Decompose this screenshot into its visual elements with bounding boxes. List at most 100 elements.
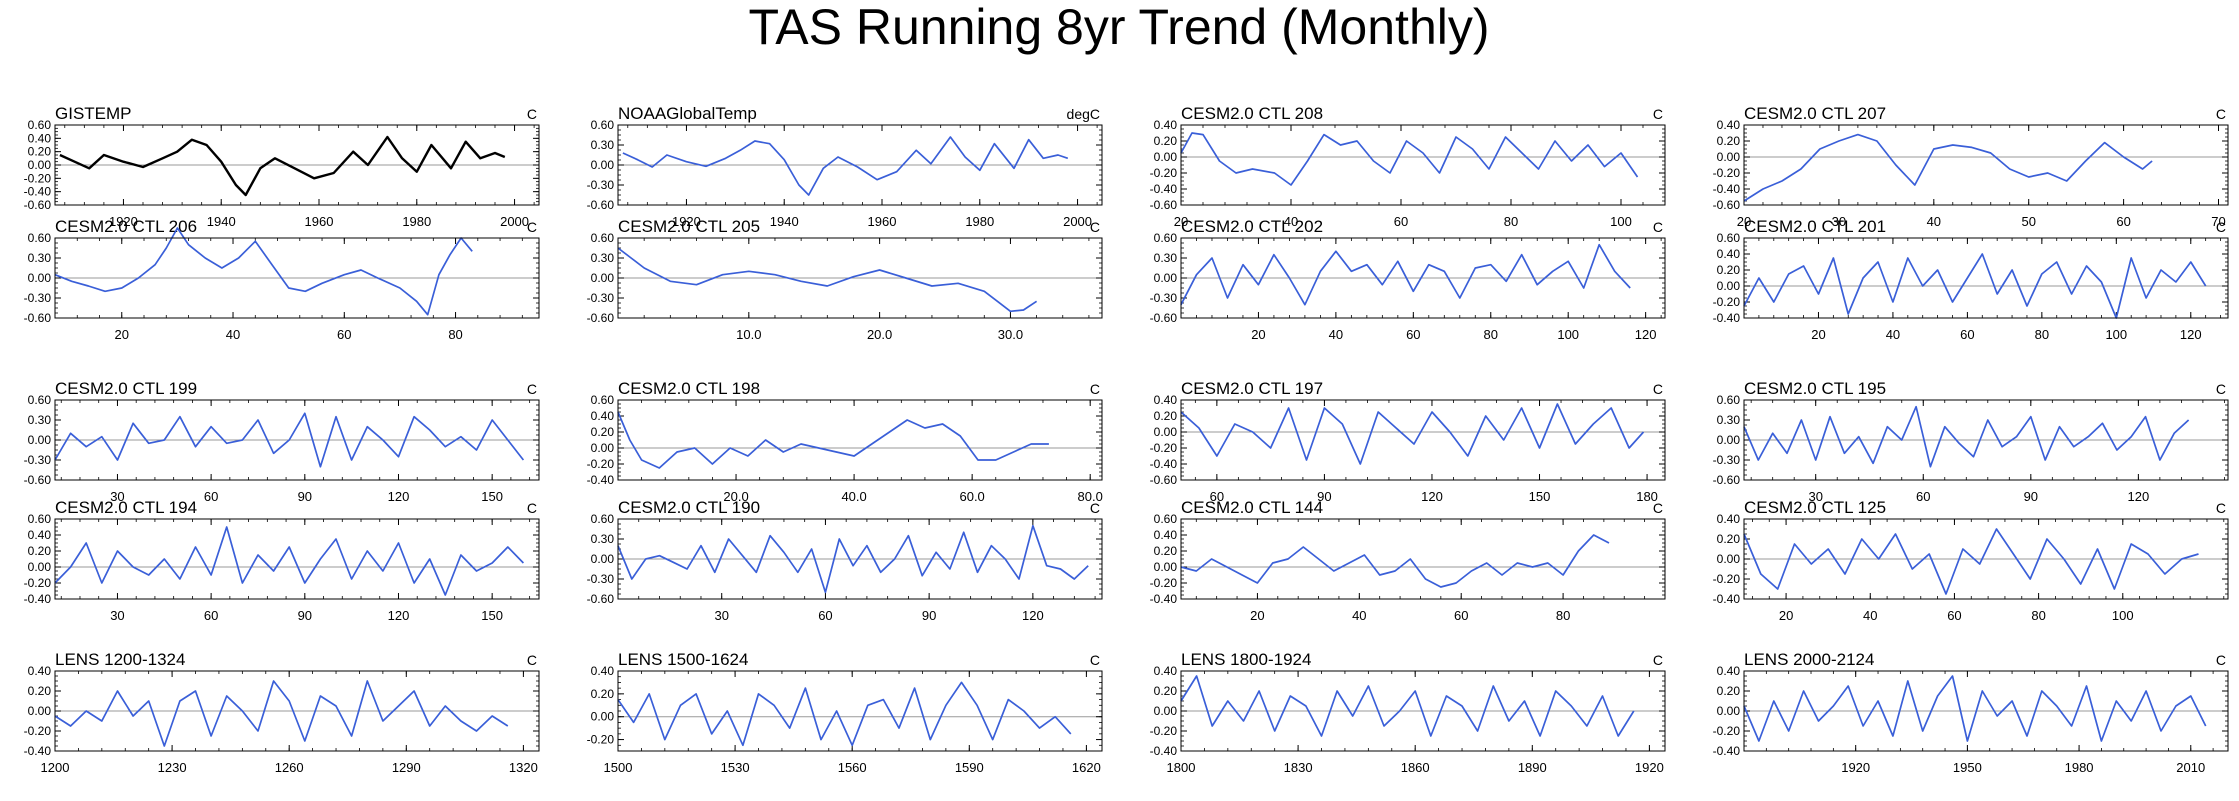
x-tick-label: 40 <box>1284 214 1298 229</box>
y-tick-label: 0.60 <box>591 118 615 132</box>
panel: CESM2.0 CTL 198 C 0.60 0.40 0.20 0.00 -0.20 -0.… <box>587 379 1103 504</box>
y-tick-label: 0.00 <box>1154 704 1178 718</box>
y-tick-label: -0.60 <box>1150 198 1178 212</box>
x-tick-label: 1530 <box>721 760 750 775</box>
series-line <box>1180 132 1639 186</box>
y-tick-label: 0.00 <box>1717 552 1741 566</box>
panel-title: CESM2.0 CTL 144 <box>1181 498 1323 517</box>
plot-frame <box>1743 399 2229 481</box>
y-tick-label: 0.30 <box>1717 413 1741 427</box>
panel-units: C <box>2216 219 2226 235</box>
x-tick-label: 40.0 <box>841 489 866 504</box>
x-tick-label: 1980 <box>2065 760 2094 775</box>
y-tick-label: 0.40 <box>28 131 52 145</box>
y-tick-label: 0.20 <box>1154 409 1178 423</box>
y-tick-label: 0.00 <box>28 433 52 447</box>
x-tick-label: 1920 <box>1841 760 1870 775</box>
x-tick-label: 2010 <box>2176 760 2205 775</box>
y-tick-label: 0.20 <box>1717 134 1741 148</box>
y-tick-label: -0.40 <box>1150 182 1178 196</box>
x-tick-label: 10.0 <box>736 327 761 342</box>
x-tick-label: 60 <box>1454 608 1468 623</box>
panel-units: degC <box>1067 106 1100 122</box>
plot-frame <box>54 124 540 206</box>
y-tick-label: 0.30 <box>1154 251 1178 265</box>
x-tick-label: 20 <box>115 327 129 342</box>
series-line <box>1180 243 1631 306</box>
plot-frame <box>617 124 1103 206</box>
x-tick-label: 60 <box>1916 489 1930 504</box>
x-tick-label: 60 <box>2116 214 2130 229</box>
x-tick-label: 80.0 <box>1078 489 1103 504</box>
series-line <box>54 227 473 316</box>
y-tick-label: 0.00 <box>1154 271 1178 285</box>
x-tick-label: 1260 <box>275 760 304 775</box>
panel: CESM2.0 CTL 205 C 0.60 0.30 0.00 -0.30 -0.60 10… <box>587 217 1103 342</box>
y-tick-label: -0.40 <box>1713 182 1741 196</box>
x-tick-label: 1800 <box>1167 760 1196 775</box>
y-tick-label: -0.40 <box>24 744 52 758</box>
panel: CESM2.0 CTL 194 C 0.60 0.40 0.20 0.00 -0.20 -0.… <box>24 498 540 623</box>
panel: CESM2.0 CTL 144 C 0.60 0.40 0.20 0.00 -0.20 -0.… <box>1150 498 1666 623</box>
x-tick-label: 120 <box>1022 608 1044 623</box>
y-tick-label: -0.20 <box>1713 295 1741 309</box>
y-tick-label: -0.20 <box>1713 724 1741 738</box>
x-tick-label: 2000 <box>1063 214 1092 229</box>
x-tick-label: 1200 <box>41 760 70 775</box>
x-tick-label: 30 <box>110 608 124 623</box>
y-tick-label: 0.20 <box>591 687 615 701</box>
plot-frame <box>617 670 1103 752</box>
series-line <box>1743 253 2207 319</box>
y-tick-label: 0.00 <box>1717 150 1741 164</box>
x-tick-label: 1920 <box>1635 760 1664 775</box>
panel-grid: GISTEMP C0.600.400.200.00-0.20-0.40-0.601… <box>24 104 2229 775</box>
x-tick-label: 1980 <box>965 214 994 229</box>
panel-title: CESM2.0 CTL 194 <box>55 498 197 517</box>
y-tick-label: -0.60 <box>587 592 615 606</box>
x-tick-label: 20 <box>1250 608 1264 623</box>
panel-title: CESM2.0 CTL 202 <box>1181 217 1323 236</box>
x-tick-label: 70 <box>2211 214 2225 229</box>
panel-title: NOAAGlobalTemp <box>618 104 757 123</box>
plot-frame <box>54 399 540 481</box>
y-tick-label: -0.40 <box>1713 744 1741 758</box>
x-tick-label: 120 <box>1635 327 1657 342</box>
x-tick-label: 120 <box>2128 489 2150 504</box>
x-tick-label: 1230 <box>158 760 187 775</box>
x-tick-label: 30 <box>714 608 728 623</box>
series-line <box>54 412 525 468</box>
y-tick-label: 0.30 <box>591 138 615 152</box>
x-tick-label: 20 <box>1811 327 1825 342</box>
y-tick-label: 0.40 <box>1154 118 1178 132</box>
x-tick-label: 60 <box>1960 327 1974 342</box>
y-tick-label: 0.00 <box>1717 704 1741 718</box>
plot-frame <box>1180 399 1666 481</box>
y-tick-label: -0.20 <box>1150 441 1178 455</box>
x-tick-label: 60 <box>204 489 218 504</box>
panel: NOAAGlobalTemp degC 0.60 0.30 0.00 -0.30 -0.60… <box>587 104 1103 229</box>
y-tick-label: 0.00 <box>591 271 615 285</box>
panel: CESM2.0 CTL 195 C 0.60 0.30 0.00 -0.30 -0.60 30… <box>1713 379 2229 504</box>
series-line <box>617 411 1049 469</box>
y-tick-label: 0.40 <box>1717 118 1741 132</box>
y-tick-label: 0.20 <box>28 145 52 159</box>
y-tick-label: -0.40 <box>24 592 52 606</box>
y-tick-label: 0.00 <box>1717 433 1741 447</box>
x-tick-label: 1830 <box>1284 760 1313 775</box>
y-tick-label: -0.30 <box>587 572 615 586</box>
y-tick-label: 0.40 <box>1154 393 1178 407</box>
plot-frame <box>1743 124 2229 206</box>
panel-title: CESM2.0 CTL 208 <box>1181 104 1323 123</box>
x-tick-label: 20.0 <box>723 489 748 504</box>
y-tick-label: -0.20 <box>24 724 52 738</box>
series-line <box>1743 675 2207 742</box>
series-line <box>617 524 1089 594</box>
x-tick-label: 60 <box>337 327 351 342</box>
series-line <box>54 526 525 596</box>
panel-units: C <box>527 652 537 668</box>
panel: LENS 2000-2124 C 0.40 0.20 0.00 -0.20 -0.40 192… <box>1713 650 2229 775</box>
plot-frame <box>1180 670 1666 752</box>
x-tick-label: 60 <box>1210 489 1224 504</box>
panel-title: LENS 1800-1924 <box>1181 650 1311 669</box>
